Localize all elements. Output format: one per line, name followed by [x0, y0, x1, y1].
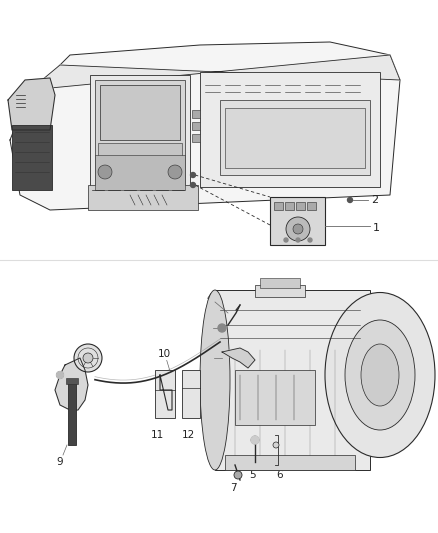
Text: 11: 11 [150, 430, 164, 440]
Circle shape [98, 165, 112, 179]
Polygon shape [10, 42, 400, 210]
Polygon shape [55, 358, 88, 410]
Bar [88, 185, 198, 210]
Ellipse shape [325, 293, 435, 457]
Text: 12: 12 [181, 430, 194, 440]
Text: 9: 9 [57, 457, 64, 467]
Text: 3: 3 [205, 323, 212, 333]
Bar [155, 370, 175, 418]
Circle shape [74, 344, 102, 372]
Bar [95, 80, 185, 185]
Circle shape [218, 324, 226, 332]
Text: 4: 4 [206, 293, 213, 303]
Bar [285, 202, 294, 210]
Polygon shape [222, 348, 255, 368]
Bar [192, 122, 200, 130]
Bar [296, 202, 305, 210]
Bar [182, 370, 200, 418]
Bar [100, 85, 180, 140]
Bar [68, 380, 76, 445]
Ellipse shape [361, 344, 399, 406]
Circle shape [83, 353, 93, 363]
Text: 10: 10 [158, 350, 171, 359]
Ellipse shape [200, 290, 230, 470]
Text: 2: 2 [371, 195, 378, 205]
Text: 6: 6 [277, 470, 283, 480]
Bar [66, 378, 78, 384]
Polygon shape [30, 55, 400, 90]
Bar [192, 134, 200, 142]
Circle shape [191, 182, 195, 188]
Bar [95, 155, 185, 190]
Circle shape [168, 165, 182, 179]
Bar [255, 285, 305, 297]
Circle shape [57, 372, 64, 378]
Bar [307, 202, 316, 210]
Bar [220, 100, 370, 175]
Circle shape [234, 471, 242, 479]
Text: 7: 7 [230, 483, 237, 493]
Bar [98, 143, 182, 181]
Circle shape [284, 238, 288, 242]
Circle shape [251, 436, 259, 444]
Text: 1: 1 [373, 223, 380, 233]
Circle shape [191, 173, 195, 177]
Circle shape [220, 326, 224, 330]
Bar [90, 75, 190, 190]
Circle shape [273, 442, 279, 448]
Circle shape [57, 372, 64, 378]
Bar [270, 197, 325, 245]
Ellipse shape [345, 320, 415, 430]
Circle shape [347, 198, 353, 203]
Circle shape [286, 217, 310, 241]
Bar [274, 202, 283, 210]
Bar [200, 72, 380, 187]
Bar [260, 278, 300, 288]
Polygon shape [8, 78, 55, 130]
Bar [12, 125, 52, 190]
Bar [235, 370, 315, 425]
Bar [215, 290, 370, 470]
Bar [225, 455, 355, 470]
Text: 5: 5 [249, 470, 255, 480]
Circle shape [251, 436, 259, 444]
Bar [192, 110, 200, 118]
Text: 8: 8 [205, 353, 212, 363]
Bar [225, 108, 365, 168]
Circle shape [296, 238, 300, 242]
Circle shape [308, 238, 312, 242]
Circle shape [293, 224, 303, 234]
